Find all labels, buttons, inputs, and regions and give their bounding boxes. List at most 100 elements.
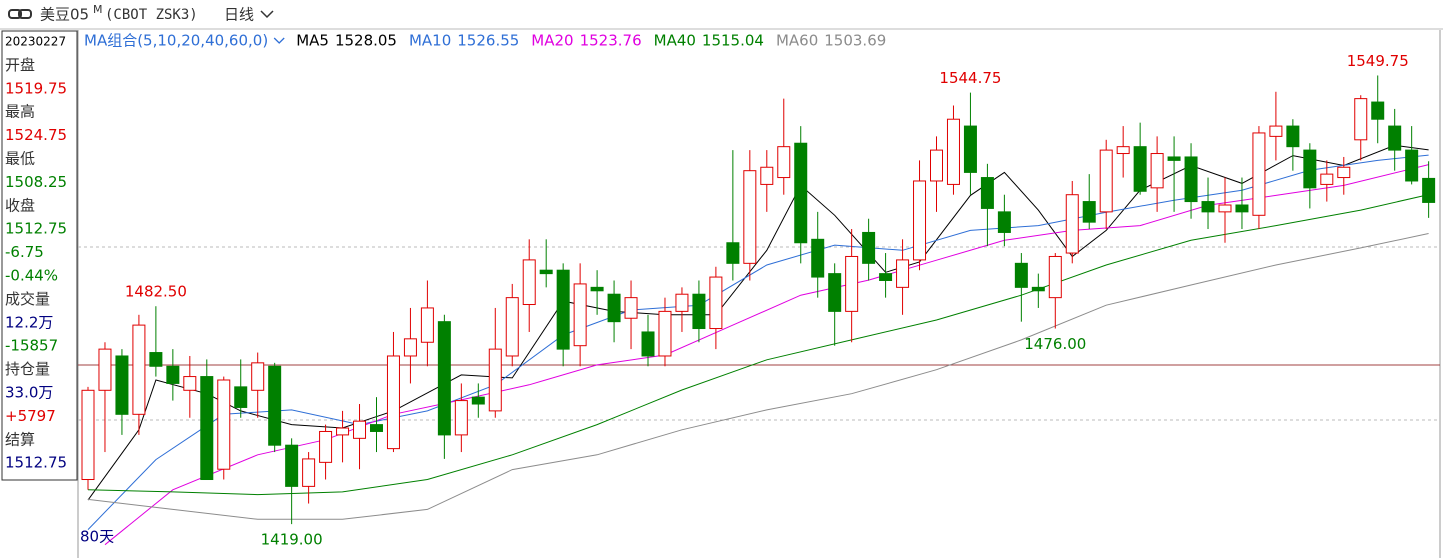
ma-group-chevron [273,37,285,44]
candle-body [81,389,95,481]
legend-value: 1523.76 [580,32,642,50]
link-icon[interactable] [8,9,32,19]
info-line: 1512.75 [5,220,67,238]
candle-body [1405,149,1419,182]
candle-body [166,365,180,384]
candle-body [760,166,774,185]
candle-body [1184,156,1198,203]
header: 美豆05 M (CBOT ZSK3) 日线 [0,0,1443,30]
candle-body [980,177,994,209]
info-line: -0.44% [5,267,58,285]
info-panel [1,30,78,481]
candle-body [1286,125,1300,148]
candle-body [1320,173,1334,185]
legend-value: 1528.05 [335,32,397,50]
candle-body [726,242,740,264]
candle-body [1048,255,1062,299]
candle-body [98,348,112,391]
candle-body [1116,146,1130,155]
legend-name: MA10 [409,32,451,50]
period[interactable]: 日线 [224,6,254,24]
ma-line [104,164,1429,546]
candle-body [794,142,808,244]
candle-body [930,149,943,182]
candle-body [200,376,214,481]
candle-body [285,444,299,487]
candle-body [709,276,723,330]
candle-body [1082,201,1096,223]
candle-body [420,307,434,343]
ma-line [87,154,1429,530]
candle-body [1065,194,1079,254]
candle-body [1337,166,1351,179]
candle-body [522,259,536,306]
candle-body [539,269,553,275]
candle-body [845,255,859,312]
candle-body [1133,146,1147,192]
info-line: 持仓量 [5,360,50,378]
candle-body [1252,132,1266,216]
marker: M [93,3,103,16]
extreme-label: 1476.00 [1024,335,1086,353]
candle-body [658,310,672,357]
info-line: -15857 [5,337,58,355]
info-line: 最低 [5,150,35,168]
extreme-label: 1419.00 [261,531,323,549]
legend-name: MA60 [776,32,818,50]
candle-body [1388,125,1402,151]
candle-body [641,331,655,357]
info-line: 最高 [5,103,35,121]
candle-body [590,286,604,292]
info-line: 1512.75 [5,454,67,472]
plot: 1482.50 1419.00 1544.75 1476.00 1549.75 [81,52,1436,549]
legend-value: 1526.55 [457,32,519,50]
candle-body [828,273,842,312]
candle-body [997,211,1011,233]
candle-body [115,355,129,415]
candle-body [149,352,163,367]
candle-body [353,420,367,439]
candle-body [1218,204,1232,213]
candle-body [403,338,417,357]
candle-body [743,170,757,264]
candle-body [811,238,825,278]
symbol: 美豆05 [40,6,89,24]
candle-body [369,424,383,432]
extreme-label: 1549.75 [1347,52,1409,70]
candle-body [268,365,282,446]
candle-body [692,293,706,330]
info-lines: 20230227 开盘 1519.75 最高 1524.75 最低 1508.25 收盘 151… [5,35,67,472]
candle-body [234,386,248,408]
candle-body [913,180,927,261]
candle-body [454,400,468,436]
ma-group-label[interactable]: MA组合(5,10,20,40,60,0) [84,32,268,50]
candle-body [1099,149,1113,213]
candle-body [946,118,960,185]
candle-body [437,321,451,436]
candle-body [132,324,146,415]
candle-body [386,355,400,450]
candle-body [336,427,350,436]
info-line: 收盘 [5,196,35,214]
info-line: +5797 [5,407,56,425]
candle-body [777,146,791,179]
candle-body [488,348,502,412]
info-line: -6.75 [5,243,44,261]
info-line: 开盘 [5,56,35,74]
candle-body [573,283,587,347]
candle-body [1150,153,1164,189]
period-label: 80天 [80,528,114,546]
candle-body [1201,201,1215,213]
info-line: 1524.75 [5,126,67,144]
candle-body [505,297,519,357]
candle-body [556,269,570,350]
ma-legend: MA组合(5,10,20,40,60,0) MA5 1528.05 MA10 1526.… [84,32,886,50]
candle-body [319,430,333,463]
legend-name: MA5 [296,32,329,50]
code: (CBOT ZSK3) [105,7,198,23]
period-chevron[interactable] [260,10,274,19]
candle-body [1269,125,1283,137]
extreme-label: 1482.50 [125,283,187,301]
candle-body [302,458,316,487]
